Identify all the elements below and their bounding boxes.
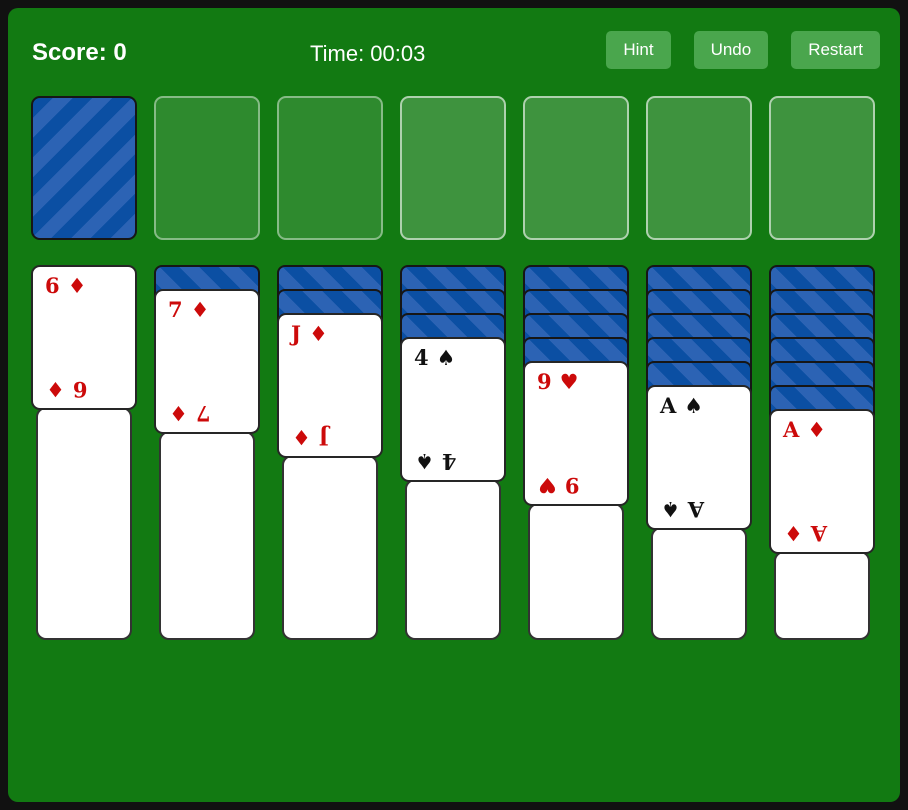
diamond-icon: ♦ <box>291 425 311 450</box>
card-index-top: J ♦ <box>291 321 329 346</box>
card-index-bottom: 9♥ <box>537 473 580 498</box>
tableau-column-4: 4 ♠ 4♠ <box>400 265 506 640</box>
card-index-top: 9 ♥ <box>537 369 580 394</box>
card-ace-spades[interactable]: A ♠ A♠ <box>646 385 752 530</box>
stock-pile[interactable] <box>31 96 137 240</box>
diamond-icon: ♦ <box>168 401 188 426</box>
tableau-column-7: A ♦ A♦ <box>769 265 875 640</box>
card-index-bottom: 6♦ <box>45 377 88 402</box>
heart-icon: ♥ <box>559 369 580 394</box>
column-base <box>282 455 378 640</box>
tableau-column-2: 7 ♦ 7♦ <box>154 265 260 640</box>
card-index-top: A ♦ <box>783 417 828 442</box>
spade-icon: ♠ <box>436 345 457 370</box>
tableau-column-6: A ♠ A♠ <box>646 265 752 640</box>
card-index-bottom: A♦ <box>783 521 828 546</box>
card-index-top: 4 ♠ <box>414 345 457 370</box>
card-index-bottom: 4♠ <box>414 449 457 474</box>
card-index-bottom: J♦ <box>291 425 329 450</box>
tableau-column-1: 6 ♦ 6♦ <box>31 265 137 640</box>
restart-button[interactable]: Restart <box>791 31 880 69</box>
column-base <box>405 479 501 640</box>
card-index-bottom: 7♦ <box>168 401 211 426</box>
diamond-icon: ♦ <box>67 273 88 298</box>
column-base <box>528 503 624 640</box>
waste-slot[interactable] <box>154 96 260 240</box>
spade-icon: ♠ <box>414 449 434 474</box>
card-7-diamonds[interactable]: 7 ♦ 7♦ <box>154 289 260 434</box>
foundation-slot-4[interactable] <box>769 96 875 240</box>
diamond-icon: ♦ <box>807 417 828 442</box>
card-ace-diamonds[interactable]: A ♦ A♦ <box>769 409 875 554</box>
card-6-diamonds[interactable]: 6 ♦ 6♦ <box>31 265 137 410</box>
card-index-top: 6 ♦ <box>45 273 88 298</box>
column-base <box>36 407 132 640</box>
card-index-top: 7 ♦ <box>168 297 211 322</box>
tableau-column-3: J ♦ J♦ <box>277 265 383 640</box>
foundation-slot-3[interactable] <box>646 96 752 240</box>
game-board: Score: 0 Time: 00:03 Hint Undo Restart 6… <box>8 8 900 802</box>
card-jack-diamonds[interactable]: J ♦ J♦ <box>277 313 383 458</box>
foundation-slot-1[interactable] <box>400 96 506 240</box>
diamond-icon: ♦ <box>308 321 329 346</box>
card-9-hearts[interactable]: 9 ♥ 9♥ <box>523 361 629 506</box>
undo-button[interactable]: Undo <box>693 31 769 69</box>
column-base <box>159 431 255 640</box>
empty-slot[interactable] <box>277 96 383 240</box>
column-base <box>651 527 747 640</box>
tableau-column-5: 9 ♥ 9♥ <box>523 265 629 640</box>
foundation-slot-2[interactable] <box>523 96 629 240</box>
heart-icon: ♥ <box>537 473 557 498</box>
card-index-top: A ♠ <box>660 393 705 418</box>
score-display: Score: 0 <box>32 39 127 66</box>
spade-icon: ♠ <box>684 393 705 418</box>
diamond-icon: ♦ <box>45 377 65 402</box>
control-buttons: Hint Undo Restart <box>606 31 880 69</box>
timer-display: Time: 00:03 <box>310 41 426 66</box>
diamond-icon: ♦ <box>783 521 803 546</box>
spade-icon: ♠ <box>660 497 680 522</box>
diamond-icon: ♦ <box>190 297 211 322</box>
hint-button[interactable]: Hint <box>606 31 671 69</box>
card-index-bottom: A♠ <box>660 497 705 522</box>
column-base <box>774 551 870 640</box>
card-4-spades[interactable]: 4 ♠ 4♠ <box>400 337 506 482</box>
